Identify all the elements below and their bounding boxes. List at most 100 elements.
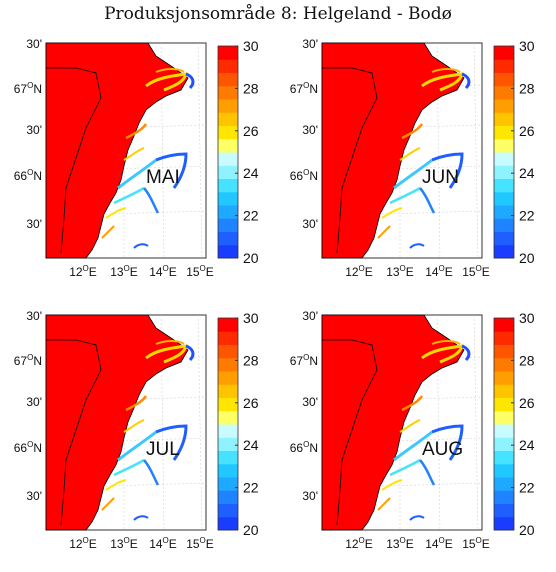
- lat-label: 66ON: [14, 168, 42, 183]
- colorbar-segment: [218, 410, 238, 425]
- colorbar-tick-label: 30: [243, 38, 259, 54]
- colorbar-segment: [494, 357, 514, 372]
- boundary-line: [322, 339, 378, 526]
- colorbar-segment: [494, 371, 514, 385]
- lon-label: 12OE: [345, 264, 373, 279]
- colorbar-segment: [494, 344, 514, 359]
- lat-label: 67ON: [290, 353, 318, 368]
- lat-label: 66ON: [14, 440, 42, 455]
- colorbar-segment: [218, 244, 238, 259]
- colorbar-tick-label: 28: [243, 80, 259, 96]
- fjords: [101, 340, 195, 521]
- colorbar-tick-label: 20: [519, 250, 535, 266]
- colorbar-tick-label: 30: [519, 310, 535, 326]
- lon-label: 13OE: [110, 264, 138, 279]
- colorbar-segment: [218, 490, 238, 504]
- colorbar-segment: [494, 424, 514, 438]
- lon-label: 12OE: [69, 264, 97, 279]
- colorbar-segment: [218, 331, 238, 345]
- fjords: [101, 68, 195, 249]
- colorbar-segment: [218, 450, 238, 465]
- lat-label: 30': [26, 123, 42, 137]
- colorbar-tick-label: 20: [519, 522, 535, 538]
- colorbar-tick-label: 24: [243, 437, 259, 453]
- colorbar-segment: [494, 477, 514, 491]
- colorbar-segment: [494, 191, 514, 206]
- lon-label: 13OE: [110, 536, 138, 551]
- colorbar-segment: [218, 85, 238, 100]
- colorbar-frame: [217, 45, 239, 259]
- colorbar-segment: [218, 46, 238, 60]
- boundary-line: [322, 67, 378, 254]
- colorbar-segment: [494, 46, 514, 60]
- colorbar-tick-label: 26: [243, 123, 259, 139]
- colorbar-segment: [218, 165, 238, 179]
- colorbar-tick-label: 30: [519, 38, 535, 54]
- colorbar-segment: [218, 463, 238, 478]
- colorbar-segment: [494, 59, 514, 73]
- boundary-line: [46, 339, 102, 526]
- colorbar-segment: [494, 99, 514, 113]
- colorbar-frame: [217, 317, 239, 531]
- colorbar-segment: [494, 218, 514, 232]
- lat-label: 30': [302, 395, 318, 409]
- map-svg: 30' 67ON 30' 66ON 30' 12OE 13OE 14OE 15O…: [14, 310, 259, 551]
- colorbar-segment: [218, 72, 238, 87]
- month-label: JUL: [146, 439, 180, 460]
- colorbar-segment: [218, 318, 238, 332]
- month-label: JUN: [422, 167, 459, 188]
- boundary-line: [46, 67, 102, 254]
- colorbar-segment: [218, 477, 238, 491]
- colorbar-segment: [494, 138, 514, 153]
- map-svg: 30' 67ON 30' 66ON 30' 12OE 13OE 14OE 15O…: [290, 310, 535, 551]
- colorbar-segment: [218, 152, 238, 166]
- colorbar-segment: [494, 490, 514, 504]
- lon-label: 15OE: [462, 536, 490, 551]
- lat-label: 30': [26, 395, 42, 409]
- lon-label: 14OE: [425, 536, 453, 551]
- colorbar-segment: [494, 384, 514, 398]
- colorbar-segment: [218, 205, 238, 219]
- lat-label: 30': [26, 38, 42, 51]
- lat-label: 30': [302, 38, 318, 51]
- colorbar-segment: [218, 59, 238, 73]
- colorbar-tick-label: 26: [243, 395, 259, 411]
- colorbar-segment: [218, 384, 238, 398]
- colorbar: 30 28 26 24 22 20: [493, 310, 535, 538]
- colorbar-segment: [494, 112, 514, 126]
- lon-label: 12OE: [345, 536, 373, 551]
- colorbar-segment: [494, 85, 514, 100]
- colorbar-segment: [494, 318, 514, 332]
- colorbar-segment: [494, 205, 514, 219]
- lat-label: 30': [302, 310, 318, 323]
- fjords: [377, 340, 471, 521]
- colorbar-segment: [218, 218, 238, 232]
- lat-label: 30': [302, 489, 318, 503]
- colorbar-segment: [494, 397, 514, 412]
- colorbar-segment: [494, 72, 514, 87]
- colorbar-tick-label: 28: [519, 80, 535, 96]
- colorbar-frame: [493, 45, 515, 259]
- colorbar-tick-label: 20: [243, 522, 259, 538]
- lat-label: 67ON: [14, 353, 42, 368]
- map-panel-jun: 30' 67ON 30' 66ON 30' 12OE 13OE 14OE 15O…: [282, 38, 552, 298]
- colorbar-segment: [494, 450, 514, 465]
- lat-label: 30': [302, 217, 318, 231]
- colorbar: 30 28 26 24 22 20: [493, 38, 535, 266]
- colorbar-tick-label: 26: [519, 123, 535, 139]
- lat-label: 30': [302, 123, 318, 137]
- colorbar-segment: [218, 437, 238, 451]
- colorbar-segment: [218, 178, 238, 193]
- lon-label: 15OE: [186, 536, 214, 551]
- colorbar-segment: [218, 371, 238, 385]
- lat-label: 67ON: [290, 81, 318, 96]
- lat-label: 67ON: [14, 81, 42, 96]
- figure-title: Produksjonsområde 8: Helgeland - Bodø: [104, 4, 452, 24]
- colorbar-segment: [218, 516, 238, 531]
- colorbar-tick-label: 24: [519, 437, 535, 453]
- colorbar: 30 28 26 24 22 20: [217, 38, 259, 266]
- lat-label: 30': [26, 310, 42, 323]
- colorbar-segment: [494, 152, 514, 166]
- lon-label: 14OE: [425, 264, 453, 279]
- colorbar-segment: [218, 138, 238, 153]
